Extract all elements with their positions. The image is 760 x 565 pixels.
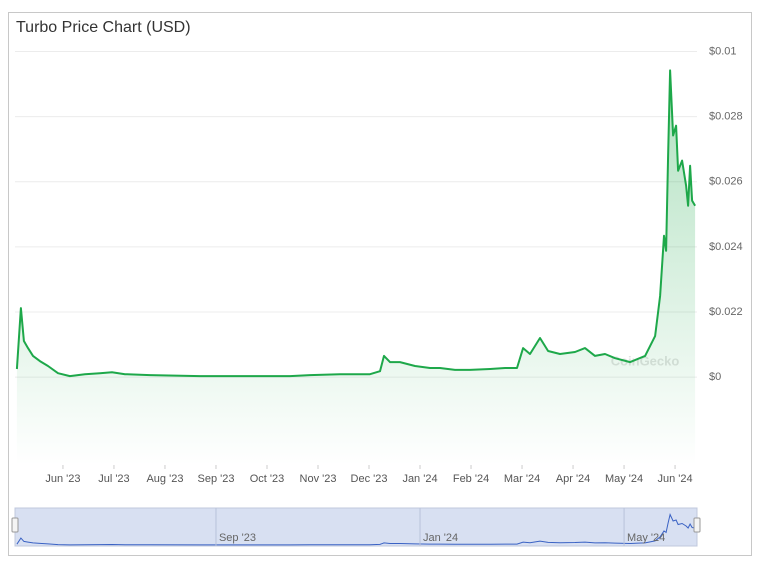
area: [16, 70, 696, 466]
navigator-label: Sep '23: [219, 532, 256, 544]
x-tick-label: Jul '23: [98, 473, 129, 485]
x-tick-label: Nov '23: [300, 473, 337, 485]
x-tick-label: Jan '24: [402, 473, 437, 485]
chart-title: Turbo Price Chart (USD): [16, 19, 191, 36]
navigator[interactable]: [14, 507, 698, 547]
y-tick-label: $0.026: [709, 176, 743, 188]
navigator-label: Jan '24: [423, 532, 458, 544]
x-tick-label: Apr '24: [556, 473, 591, 485]
y-tick-label: $0.024: [709, 241, 743, 253]
x-tick-label: Mar '24: [504, 473, 540, 485]
navigator-line: [16, 512, 696, 546]
y-tick-label: $0: [709, 371, 721, 383]
navigator-handle[interactable]: [11, 517, 19, 533]
y-tick-label: $0.022: [709, 306, 743, 318]
x-tick-label: Sep '23: [197, 473, 234, 485]
y-tick-label: $0.028: [709, 111, 743, 123]
x-tick-label: Jun '23: [45, 473, 80, 485]
navigator-label: May '24: [627, 532, 665, 544]
x-tick-label: Dec '23: [351, 473, 388, 485]
x-tick-label: Oct '23: [250, 473, 285, 485]
price-line: [15, 69, 696, 378]
x-tick-label: May '24: [605, 473, 643, 485]
navigator-handle[interactable]: [693, 517, 701, 533]
x-tick-label: Jun '24: [657, 473, 692, 485]
x-tick-label: Aug '23: [146, 473, 183, 485]
y-tick-label: $0.01: [709, 45, 737, 57]
x-tick-label: Feb '24: [453, 473, 489, 485]
